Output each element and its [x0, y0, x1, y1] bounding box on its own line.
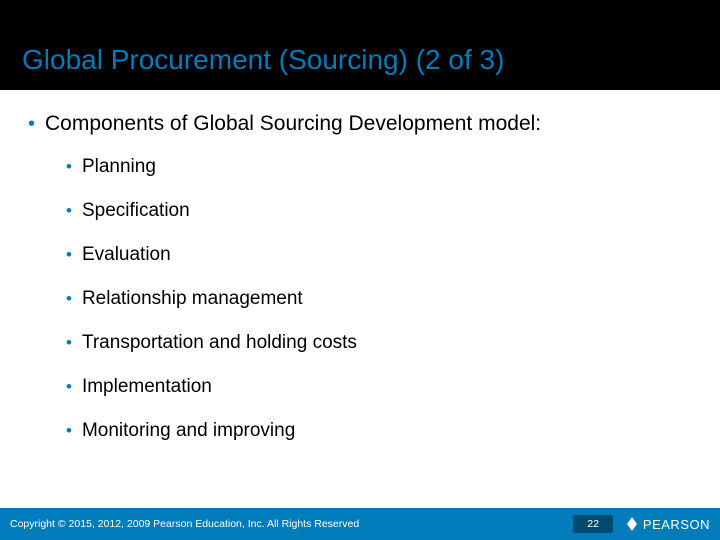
body-heading-text: Components of Global Sourcing Developmen…	[45, 112, 541, 136]
bullet-icon: •	[28, 112, 35, 136]
list-item: • Evaluation	[66, 244, 692, 266]
bullet-icon: •	[66, 420, 72, 441]
title-bar: Global Procurement (Sourcing) (2 of 3)	[0, 0, 720, 90]
bullet-icon: •	[66, 156, 72, 177]
sublist: • Planning • Specification • Evaluation …	[28, 156, 692, 442]
bullet-icon: •	[66, 244, 72, 265]
bullet-icon: •	[66, 332, 72, 353]
list-item-text: Relationship management	[82, 288, 303, 310]
list-item-text: Implementation	[82, 376, 212, 398]
list-item-text: Specification	[82, 200, 190, 222]
copyright-text: Copyright © 2015, 2012, 2009 Pearson Edu…	[10, 518, 359, 530]
footer: Copyright © 2015, 2012, 2009 Pearson Edu…	[0, 508, 720, 540]
list-item: • Relationship management	[66, 288, 692, 310]
pearson-logo-text: PEARSON	[643, 517, 710, 532]
list-item-text: Planning	[82, 156, 156, 178]
pearson-logo-icon	[625, 517, 639, 531]
bullet-icon: •	[66, 288, 72, 309]
list-item: • Monitoring and improving	[66, 420, 692, 442]
list-item-text: Monitoring and improving	[82, 420, 295, 442]
slide-title: Global Procurement (Sourcing) (2 of 3)	[22, 44, 504, 76]
list-item-text: Evaluation	[82, 244, 171, 266]
list-item: • Planning	[66, 156, 692, 178]
bullet-icon: •	[66, 376, 72, 397]
body-heading: • Components of Global Sourcing Developm…	[28, 112, 692, 136]
list-item: • Transportation and holding costs	[66, 332, 692, 354]
list-item: • Specification	[66, 200, 692, 222]
list-item-text: Transportation and holding costs	[82, 332, 357, 354]
footer-right: 22 PEARSON	[573, 515, 710, 533]
pearson-logo: PEARSON	[625, 517, 710, 532]
page-number-badge: 22	[573, 515, 613, 533]
bullet-icon: •	[66, 200, 72, 221]
slide-body: • Components of Global Sourcing Developm…	[0, 90, 720, 508]
slide: Global Procurement (Sourcing) (2 of 3) •…	[0, 0, 720, 540]
list-item: • Implementation	[66, 376, 692, 398]
